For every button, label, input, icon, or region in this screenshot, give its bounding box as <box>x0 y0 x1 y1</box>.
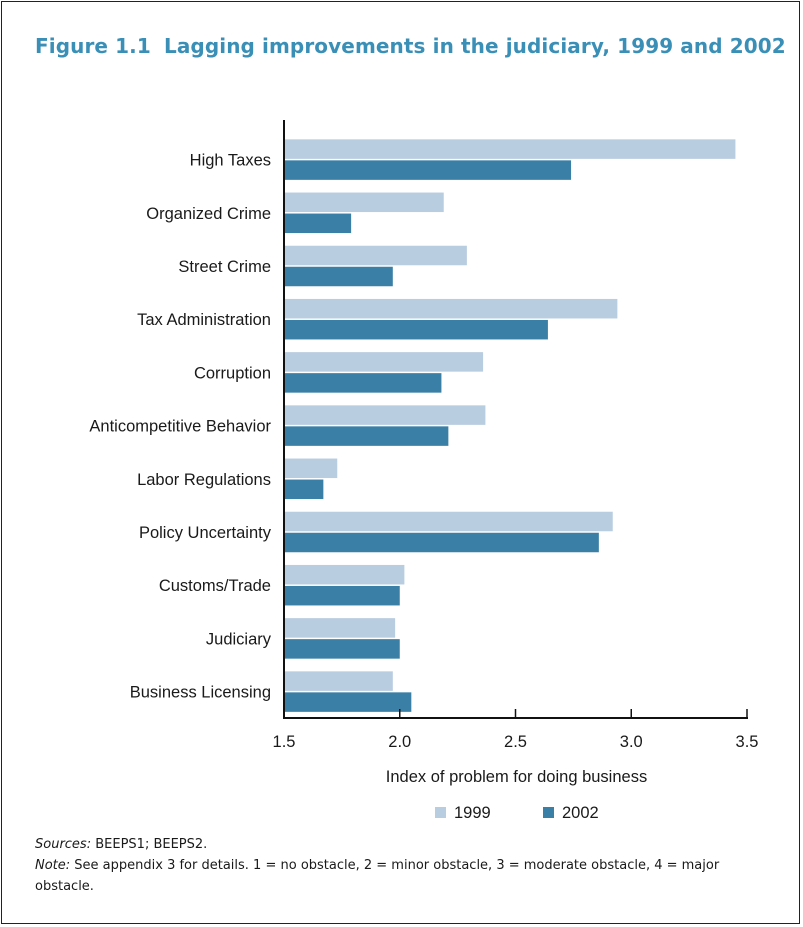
bar-1999-2 <box>284 192 444 213</box>
bar-1999-11 <box>284 671 393 691</box>
category-label: High Taxes <box>190 152 271 170</box>
x-tick-label: 3.0 <box>620 733 643 751</box>
category-label: Anticompetitive Behavior <box>89 418 271 436</box>
bar-2002-2 <box>284 213 352 234</box>
category-label: Judiciary <box>206 630 272 648</box>
category-label: Policy Uncertainty <box>139 524 272 542</box>
category-label: Business Licensing <box>130 684 271 702</box>
bar-1999-3 <box>284 245 467 266</box>
bar-1999-10 <box>284 618 396 638</box>
x-tick-label: 2.0 <box>388 733 411 751</box>
category-label: Tax Administration <box>137 311 271 329</box>
bar-2002-10 <box>284 639 400 659</box>
figure-number: Figure 1.1 <box>35 34 151 58</box>
bar-1999-1 <box>284 139 736 159</box>
legend-label-2002: 2002 <box>562 804 599 822</box>
sources-label: Sources: <box>35 837 92 852</box>
bar-2002-5 <box>284 373 442 393</box>
category-label: Corruption <box>194 364 271 382</box>
note-label: Note: <box>35 858 71 873</box>
bar-1999-7 <box>284 458 338 479</box>
x-tick-label: 1.5 <box>273 733 296 751</box>
category-label: Street Crime <box>178 258 271 276</box>
figure-title: Figure 1.1 Lagging improvements in the j… <box>35 34 786 58</box>
sources-line: Sources: BEEPS1; BEEPS2. <box>35 834 765 855</box>
figure-title-text: Lagging improvements in the judiciary, 1… <box>163 34 786 58</box>
bar-2002-8 <box>284 532 599 553</box>
bar-1999-5 <box>284 352 484 372</box>
bar-1999-4 <box>284 298 618 319</box>
category-label: Labor Regulations <box>137 471 271 489</box>
bar-2002-11 <box>284 692 412 712</box>
bar-2002-6 <box>284 426 449 446</box>
x-axis-title: Index of problem for doing business <box>386 768 647 786</box>
x-tick-label: 3.5 <box>736 733 759 751</box>
bar-2002-4 <box>284 319 548 340</box>
legend-swatch-1999 <box>435 807 446 818</box>
sources-text: BEEPS1; BEEPS2. <box>95 837 208 852</box>
note-text: See appendix 3 for details. 1 = no obsta… <box>35 858 720 894</box>
bar-1999-8 <box>284 511 613 532</box>
legend-label-1999: 1999 <box>454 804 491 822</box>
x-tick-label: 2.5 <box>504 733 527 751</box>
category-label: Customs/Trade <box>159 577 271 595</box>
figure-notes: Sources: BEEPS1; BEEPS2. Note: See appen… <box>35 834 765 897</box>
bar-2002-3 <box>284 266 393 287</box>
bar-1999-6 <box>284 405 486 425</box>
bar-2002-7 <box>284 479 324 500</box>
bar-1999-9 <box>284 564 405 585</box>
bar-2002-1 <box>284 160 572 180</box>
category-label: Organized Crime <box>146 205 271 223</box>
legend-swatch-2002 <box>543 807 554 818</box>
note-line: Note: See appendix 3 for details. 1 = no… <box>35 855 765 897</box>
bar-2002-9 <box>284 585 400 606</box>
